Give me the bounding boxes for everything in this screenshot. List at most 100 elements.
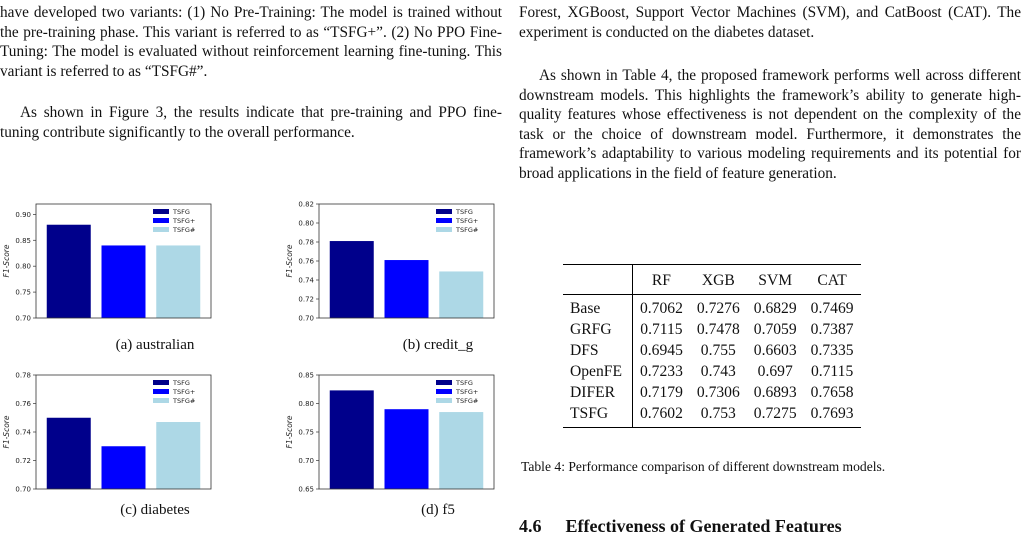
- y-tick-label: 0.85: [298, 372, 314, 380]
- legend-swatch: [153, 227, 169, 232]
- table-cell: GRFG: [563, 319, 633, 340]
- bar-tsfg-hash: [439, 412, 484, 489]
- table-header-cell: XGB: [701, 272, 735, 289]
- table-cell: 0.755: [700, 342, 736, 359]
- legend-swatch: [436, 380, 452, 385]
- table-cell: 0.7387: [810, 321, 854, 338]
- right-paragraph-1: Forest, XGBoost, Support Vector Machines…: [519, 4, 1021, 41]
- legend-swatch: [153, 218, 169, 223]
- chart-svg: 0.65 0.70 0.75 0.80 0.85 F1-Score TSFGTSFG+TSF…: [285, 372, 495, 494]
- legend-swatch: [153, 389, 169, 394]
- y-tick-label: 0.65: [298, 486, 314, 494]
- legend-label: TSFG#: [172, 226, 195, 234]
- legend-swatch: [436, 209, 452, 214]
- bar-tsfg-plus: [384, 409, 429, 489]
- legend-label: TSFG+: [172, 217, 195, 225]
- table-header-cell: SVM: [758, 272, 793, 289]
- bar-tsfg: [46, 224, 91, 318]
- legend-label: TSFG+: [455, 217, 478, 225]
- figure-caption-c: (c) diabetes: [120, 502, 190, 518]
- bar-tsfg-hash: [156, 245, 201, 318]
- table-cell: 0.7658: [810, 384, 854, 401]
- table-cell: 0.6603: [753, 342, 797, 359]
- legend-label: TSFG: [455, 208, 473, 216]
- table-header-cell: CAT: [817, 272, 847, 289]
- table-cell: 0.7179: [639, 384, 683, 401]
- table-cell: DFS: [563, 340, 633, 361]
- table-row: GRFG 0.7115 0.7478 0.7059 0.7387: [563, 319, 861, 340]
- right-paragraph-2: As shown in Table 4, the proposed framew…: [519, 67, 1021, 182]
- plot-frame: [318, 203, 495, 319]
- y-tick-label: 0.70: [15, 315, 31, 323]
- table-cell: 0.7693: [810, 405, 854, 422]
- legend-label: TSFG: [172, 379, 190, 387]
- legend-swatch: [436, 218, 452, 223]
- y-tick-label: 0.80: [298, 400, 314, 408]
- table-cell: 0.753: [700, 405, 736, 422]
- chart-australian: 0.70 0.75 0.80 0.85 0.90 F1-Score TSFG TSFG+ TSF…: [0, 202, 215, 323]
- table-cell: 0.6829: [753, 300, 797, 317]
- table-cell: OpenFE: [563, 361, 633, 382]
- table-header-row: RF XGB SVM CAT: [563, 264, 861, 295]
- bar-tsfg-hash: [156, 422, 201, 489]
- plot-frame: [35, 203, 212, 319]
- chart-svg: 0.70 0.72 0.74 0.76 0.78 F1-Score TSFGTSFG+TSF…: [2, 372, 212, 494]
- legend-swatch: [153, 398, 169, 403]
- table-row: DIFER 0.7179 0.7306 0.6893 0.7658: [563, 382, 861, 403]
- legend-label: TSFG#: [455, 226, 478, 234]
- section-title: Effectiveness of Generated Features: [565, 516, 842, 536]
- table-header-cell: [563, 264, 633, 295]
- figure-caption-b: (b) credit_g: [402, 337, 474, 353]
- legend-swatch: [436, 398, 452, 403]
- table-cell: 0.7469: [810, 300, 854, 317]
- results-table: RF XGB SVM CAT Base 0.7062 0.7276 0.6829…: [563, 264, 861, 428]
- y-tick-label: 0.70: [298, 315, 314, 323]
- legend-label: TSFG: [172, 208, 190, 216]
- chart-diabetes: 0.70 0.72 0.74 0.76 0.78 F1-Score TSFG TSFG+ TSF…: [0, 372, 215, 494]
- table-cell: 0.6893: [753, 384, 797, 401]
- table-cell: Base: [563, 294, 633, 319]
- y-axis-label: F1-Score: [285, 415, 294, 448]
- table-cell: 0.7478: [696, 321, 740, 338]
- section-heading: 4.6 Effectiveness of Generated Features: [519, 516, 842, 537]
- y-axis-label: F1-Score: [285, 244, 294, 277]
- table-cell: 0.6945: [639, 342, 683, 359]
- legend-swatch: [153, 380, 169, 385]
- table-cell: 0.7062: [639, 300, 683, 317]
- legend-label: TSFG+: [172, 388, 195, 396]
- bar-tsfg: [329, 241, 374, 318]
- table-cell: 0.7602: [639, 405, 683, 422]
- legend-swatch: [436, 227, 452, 232]
- table-cell: 0.7115: [810, 363, 854, 380]
- chart-svg: 0.70 0.72 0.74 0.76 0.78 0.80 0.82 F1-Score TSFG…: [285, 201, 495, 323]
- y-axis-label: F1-Score: [2, 244, 11, 277]
- bar-tsfg: [329, 390, 374, 489]
- legend-swatch: [436, 389, 452, 394]
- figure-caption-a: (a) australian: [115, 337, 195, 353]
- legend-label: TSFG#: [172, 397, 195, 405]
- chart-svg: 0.70 0.75 0.80 0.85 0.90 F1-Score TSFGTSFG+TSF…: [2, 203, 212, 323]
- y-tick-label: 0.75: [15, 289, 31, 297]
- y-tick-label: 0.70: [298, 457, 314, 465]
- table-header-cell: RF: [651, 272, 671, 289]
- y-tick-label: 0.74: [298, 277, 314, 285]
- bar-tsfg-hash: [439, 271, 484, 318]
- y-tick-label: 0.70: [15, 486, 31, 494]
- table-row: Base 0.7062 0.7276 0.6829 0.7469: [563, 294, 861, 319]
- table-cell: 0.697: [757, 363, 793, 380]
- legend-label: TSFG: [455, 379, 473, 387]
- table-row: DFS 0.6945 0.755 0.6603 0.7335: [563, 340, 861, 361]
- table-row: OpenFE 0.7233 0.743 0.697 0.7115: [563, 361, 861, 382]
- table-cell: 0.7276: [696, 300, 740, 317]
- left-paragraph-1: have developed two variants: (1) No Pre-…: [0, 4, 502, 80]
- y-tick-label: 0.82: [298, 201, 314, 209]
- chart-f5: 0.65 0.70 0.75 0.80 0.85 F1-Score TSFG TSFG+ TSF…: [283, 372, 498, 494]
- y-tick-label: 0.90: [15, 211, 31, 219]
- y-tick-label: 0.72: [298, 296, 314, 304]
- section-number: 4.6: [519, 516, 542, 536]
- plot-frame: [318, 374, 495, 490]
- bar-tsfg: [46, 417, 91, 489]
- plot-frame: [35, 374, 212, 490]
- y-tick-label: 0.78: [298, 239, 314, 247]
- bar-tsfg-plus: [101, 446, 146, 489]
